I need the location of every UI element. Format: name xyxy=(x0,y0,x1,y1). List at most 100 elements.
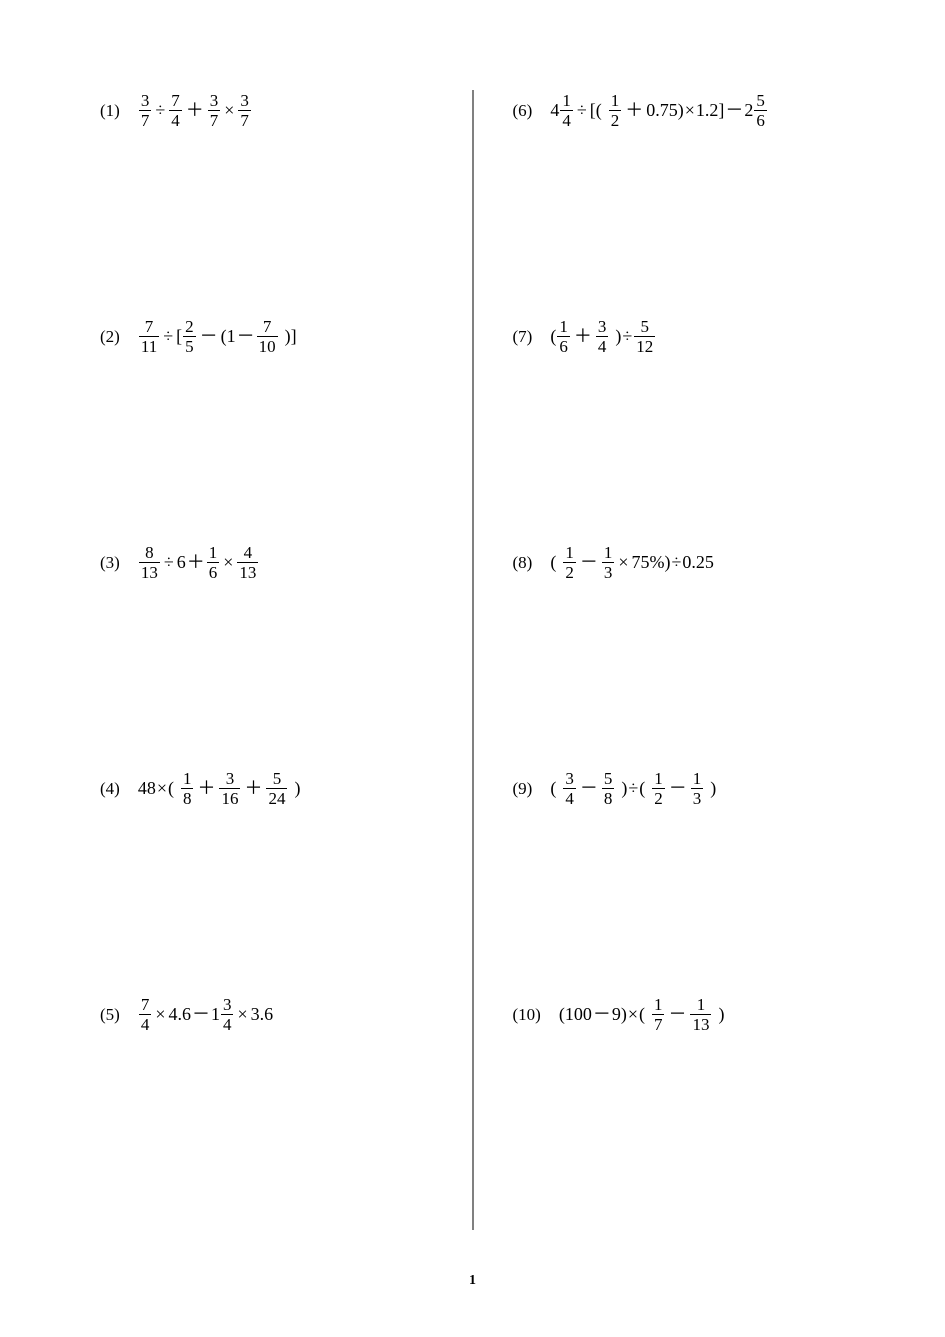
problem-row: (10)(100－9)×(17－113) xyxy=(513,994,886,1034)
fraction-numerator: 3 xyxy=(596,318,609,336)
parenthesis: ( xyxy=(550,553,556,571)
fraction-numerator: 1 xyxy=(557,318,570,336)
fraction-numerator: 7 xyxy=(169,92,182,110)
text: 75% xyxy=(631,553,664,571)
fraction: 34 xyxy=(596,318,609,355)
parenthesis: ) xyxy=(664,553,670,571)
fraction-denominator: 12 xyxy=(634,336,655,355)
fraction: 34 xyxy=(563,770,576,807)
fraction-numerator: 1 xyxy=(609,92,622,110)
fraction: 12 xyxy=(563,544,576,581)
problem-number: (2) xyxy=(100,328,120,345)
fraction: 37 xyxy=(238,92,251,129)
parenthesis: ) xyxy=(718,1005,724,1023)
fraction-numerator: 5 xyxy=(271,770,284,788)
mixed-number: 414 xyxy=(550,92,574,129)
parenthesis: ( xyxy=(596,101,602,119)
problem-number: (6) xyxy=(513,102,533,119)
problem-row: (5)74×4.6－134×3.6 xyxy=(100,994,443,1034)
fraction-denominator: 7 xyxy=(139,110,152,129)
expression: 37÷74＋37×37 xyxy=(138,92,252,129)
expression: (34－58)÷(12－13) xyxy=(550,770,716,807)
problem-number: (9) xyxy=(513,780,533,797)
operator: ÷ xyxy=(155,101,165,119)
problem-number: (1) xyxy=(100,102,120,119)
operator: ÷ xyxy=(163,327,173,345)
problem-row: (7)(16＋34)÷512 xyxy=(513,316,886,356)
parenthesis: ( xyxy=(639,1005,645,1023)
parenthesis: ) xyxy=(621,779,627,797)
fraction-numerator: 3 xyxy=(238,92,251,110)
operator: × xyxy=(685,101,695,119)
fraction-denominator: 4 xyxy=(560,110,573,129)
operator: ＋ xyxy=(244,779,262,797)
problem-number: (10) xyxy=(513,1006,541,1023)
parenthesis: ( xyxy=(168,779,174,797)
operator: × xyxy=(224,101,234,119)
operator: ÷ xyxy=(622,327,632,345)
fraction: 316 xyxy=(219,770,240,807)
fraction-numerator: 1 xyxy=(652,770,665,788)
fraction-numerator: 5 xyxy=(638,318,651,336)
expression: 711÷[25－(1－710)] xyxy=(138,318,297,355)
fraction-numerator: 1 xyxy=(181,770,194,788)
operator: － xyxy=(669,779,687,797)
fraction: 74 xyxy=(169,92,182,129)
fraction: 13 xyxy=(691,770,704,807)
fraction-numerator: 3 xyxy=(139,92,152,110)
operator: － xyxy=(200,327,218,345)
fraction-numerator: 1 xyxy=(691,770,704,788)
fraction-denominator: 3 xyxy=(691,788,704,807)
fraction: 34 xyxy=(221,996,234,1033)
text: 3.6 xyxy=(251,1005,274,1023)
fraction-denominator: 16 xyxy=(219,788,240,807)
fraction-denominator: 13 xyxy=(237,562,258,581)
fraction: 12 xyxy=(609,92,622,129)
expression: (16＋34)÷512 xyxy=(550,318,656,355)
expression: 48×(18＋316＋524) xyxy=(138,770,301,807)
fraction-numerator: 1 xyxy=(563,544,576,562)
text: 0.25 xyxy=(682,553,714,571)
fraction: 37 xyxy=(208,92,221,129)
problem-row: (6)414÷[(12＋0.75)×1.2]－256 xyxy=(513,90,886,130)
fraction-denominator: 13 xyxy=(690,1014,711,1033)
fraction-denominator: 6 xyxy=(207,562,220,581)
fraction-numerator: 8 xyxy=(143,544,156,562)
operator: － xyxy=(593,1005,611,1023)
text: 0.75 xyxy=(646,101,678,119)
fraction: 18 xyxy=(181,770,194,807)
parenthesis: ( xyxy=(550,779,556,797)
operator: ＋ xyxy=(186,101,204,119)
operator: － xyxy=(725,101,743,119)
right-column: (6)414÷[(12＋0.75)×1.2]－256(7)(16＋34)÷512… xyxy=(473,90,945,1240)
fraction: 74 xyxy=(139,996,152,1033)
operator: × xyxy=(237,1005,247,1023)
bracket: ] xyxy=(291,327,297,345)
fraction-denominator: 3 xyxy=(602,562,615,581)
fraction: 16 xyxy=(557,318,570,355)
fraction-denominator: 6 xyxy=(754,110,767,129)
parenthesis: ) xyxy=(678,101,684,119)
parenthesis: ) xyxy=(710,779,716,797)
fraction: 37 xyxy=(139,92,152,129)
fraction-denominator: 4 xyxy=(563,788,576,807)
text: 6 xyxy=(177,553,186,571)
fraction-numerator: 1 xyxy=(207,544,220,562)
bracket: ] xyxy=(718,101,724,119)
fraction-numerator: 1 xyxy=(695,996,708,1014)
fraction: 56 xyxy=(754,92,767,129)
expression: (100－9)×(17－113) xyxy=(559,996,725,1033)
fraction-denominator: 8 xyxy=(181,788,194,807)
problem-row: (1)37÷74＋37×37 xyxy=(100,90,443,130)
fraction: 710 xyxy=(257,318,278,355)
page-number: 1 xyxy=(469,1273,476,1289)
problem-row: (4)48×(18＋316＋524) xyxy=(100,768,443,808)
operator: ＋ xyxy=(625,101,643,119)
fraction-denominator: 8 xyxy=(602,788,615,807)
problem-row: (8)(12－13×75%)÷0.25 xyxy=(513,542,886,582)
fraction-numerator: 3 xyxy=(224,770,237,788)
expression: (12－13×75%)÷0.25 xyxy=(550,544,714,581)
fraction: 14 xyxy=(560,92,573,129)
fraction: 25 xyxy=(183,318,196,355)
fraction-numerator: 3 xyxy=(208,92,221,110)
